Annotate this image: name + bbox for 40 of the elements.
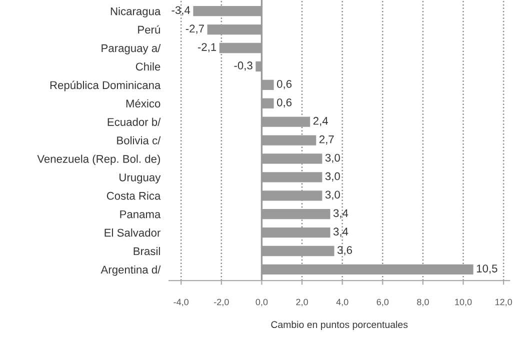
data-label: 0,6 [277,80,292,90]
data-label: -3,4 [172,6,190,16]
x-axis-title: Cambio en puntos porcentuales [271,320,408,330]
x-tick-label: 4,0 [336,298,348,306]
y-tick-label: El Salvador [104,228,160,237]
data-label: 10,5 [476,264,498,274]
data-label: -2,7 [186,24,204,34]
x-tick-label: 12,0 [495,298,512,306]
x-tick-label: 0,0 [256,298,268,306]
data-label: 3,0 [325,172,340,182]
x-tick-label: 8,0 [417,298,429,306]
y-tick-label: Brasil [134,246,160,256]
y-tick-label: Perú [138,25,160,34]
x-tick-label: 6,0 [376,298,389,306]
data-label: 2,4 [313,116,328,126]
data-label: -2,1 [198,43,216,52]
data-label: 3,4 [333,209,348,218]
y-tick-label: Argentina d/ [100,265,161,276]
data-label: 3,0 [325,190,340,200]
data-label: 0,6 [277,98,292,108]
y-tick-label: Venezuela (Rep. Bol. de) [37,154,160,166]
y-tick-label: República Dominicana [50,80,161,92]
y-tick-label: Paraguay a/ [102,44,161,54]
x-tick-label: 10,0 [455,298,472,306]
y-tick-label: Costa Rica [106,192,161,200]
data-label: 3,0 [325,154,340,164]
y-tick-label: Ecuador b/ [108,118,161,126]
data-label: 3,4 [333,228,348,237]
data-label: -0,3 [234,62,252,71]
y-tick-label: México [126,99,160,108]
y-tick-label: Nicaragua [110,7,161,18]
x-tick-label: -2,0 [214,298,229,306]
data-label: 2,7 [319,135,334,145]
y-tick-label: Chile [136,62,160,71]
x-tick-label: 2,0 [296,298,308,306]
x-tick-label: -4,0 [174,298,189,306]
y-tick-label: Uruguay [120,174,161,184]
y-tick-label: Panama [120,210,161,218]
data-label: 3,6 [337,246,352,256]
y-tick-label: Bolivia c/ [117,136,161,144]
